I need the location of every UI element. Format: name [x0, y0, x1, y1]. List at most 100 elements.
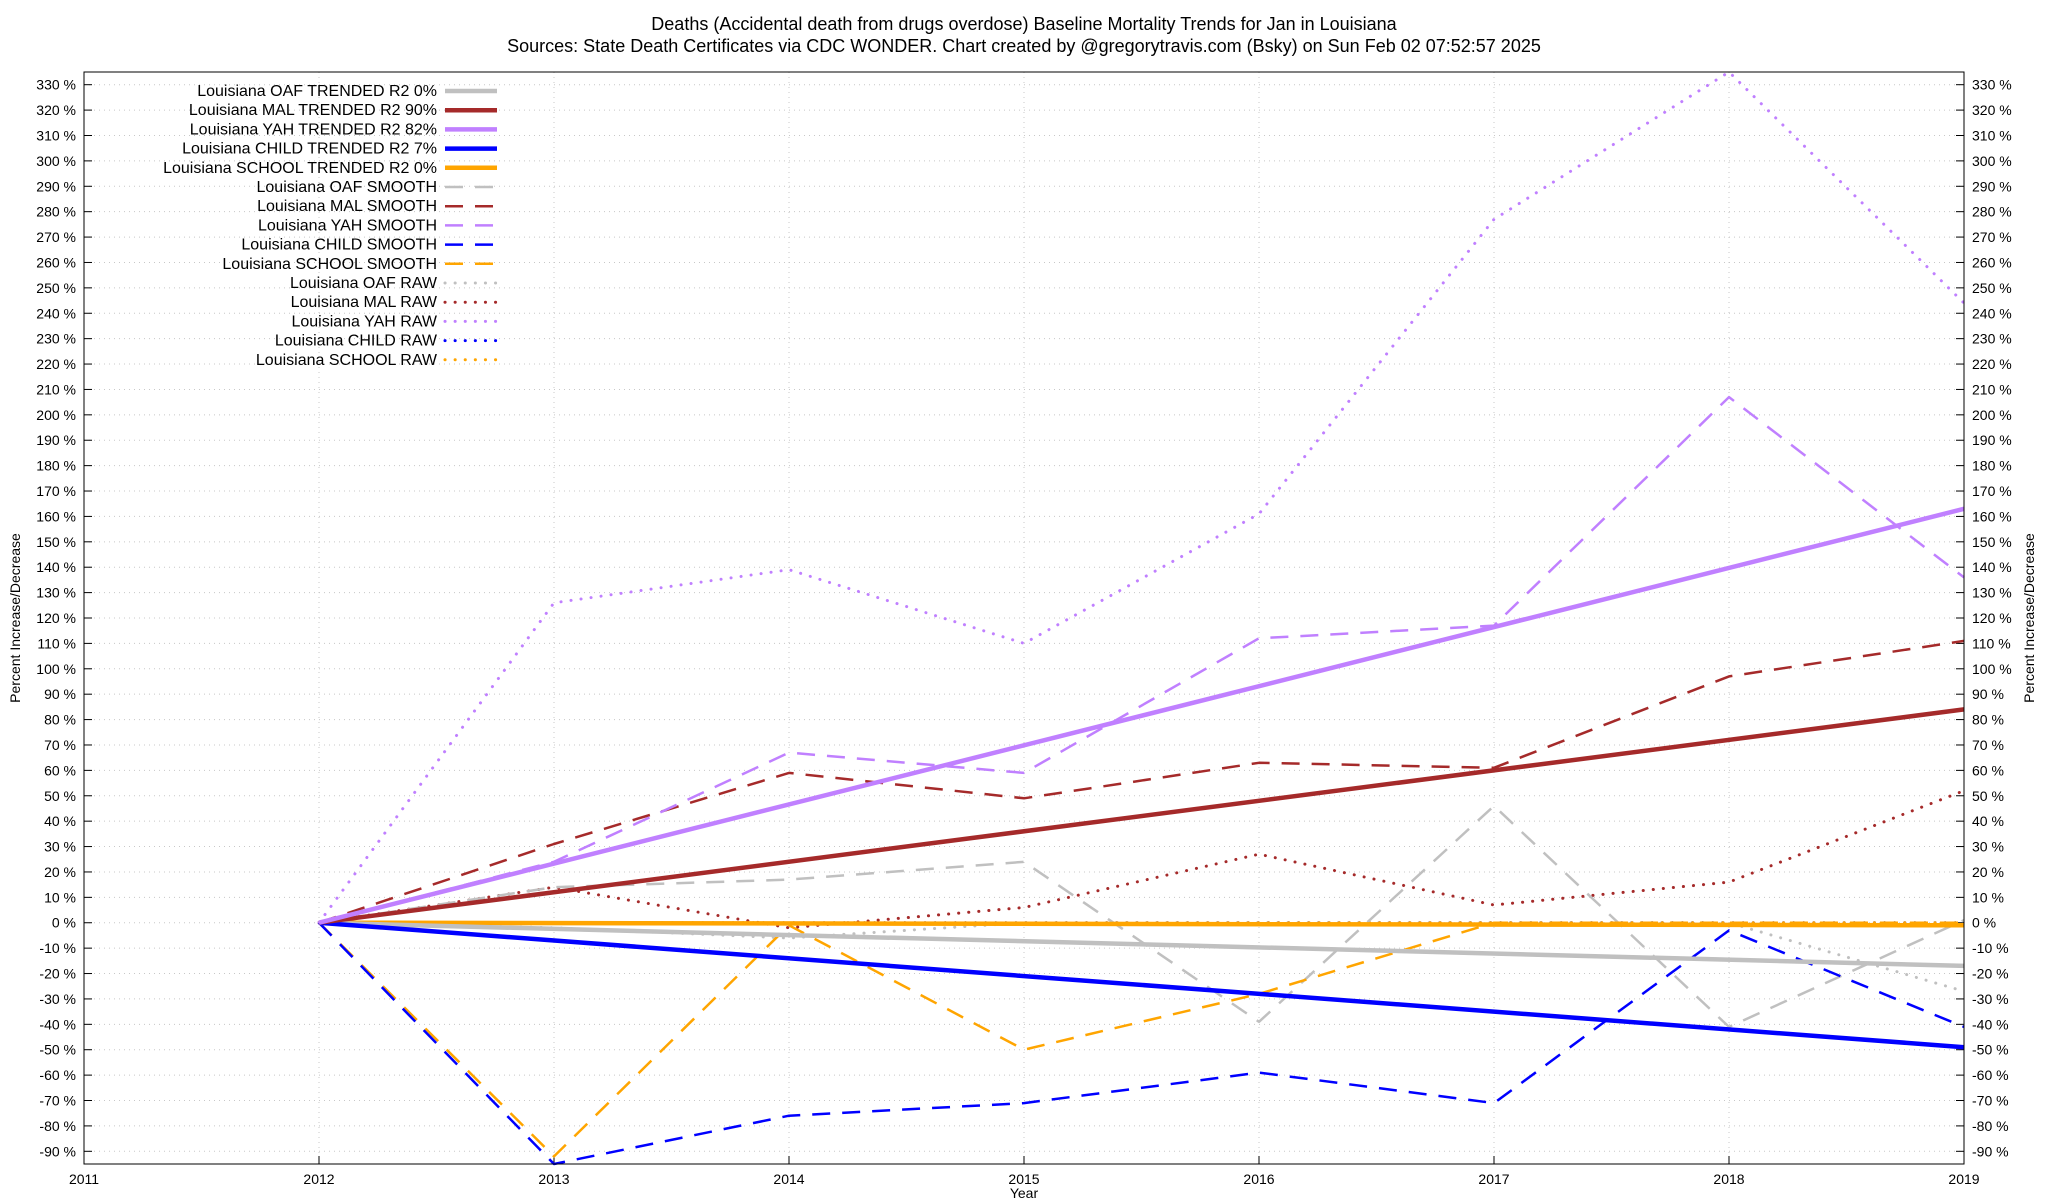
legend-label: Louisiana MAL SMOOTH	[257, 198, 437, 215]
y-tick-label-left: -60 %	[39, 1067, 76, 1083]
x-tick-label: 2012	[303, 1171, 334, 1187]
chart-title-line2: Sources: State Death Certificates via CD…	[507, 36, 1541, 56]
y-tick-label-left: 290 %	[36, 178, 76, 194]
y-tick-label-right: 320 %	[1972, 102, 2012, 118]
y-tick-label-right: 50 %	[1972, 788, 2004, 804]
x-tick-label: 2016	[1243, 1171, 1274, 1187]
y-tick-label-left: 150 %	[36, 534, 76, 550]
y-tick-label-right: 20 %	[1972, 864, 2004, 880]
y-tick-label-right: 160 %	[1972, 508, 2012, 524]
y-tick-label-left: 100 %	[36, 661, 76, 677]
series-line-10	[317, 921, 1966, 993]
series-line-1	[318, 707, 1965, 925]
y-tick-label-right: 150 %	[1972, 534, 2012, 550]
series-line-8	[318, 921, 1965, 1166]
y-tick-label-right: 130 %	[1972, 585, 2012, 601]
y-tick-label-left: -70 %	[39, 1093, 76, 1109]
x-tick-label: 2015	[1008, 1171, 1039, 1187]
y-tick-label-right: 0 %	[1972, 915, 1996, 931]
y-tick-label-left: 160 %	[36, 508, 76, 524]
y-tick-label-left: 30 %	[44, 839, 76, 855]
y-tick-label-right: 280 %	[1972, 204, 2012, 220]
y-tick-label-right: 260 %	[1972, 254, 2012, 270]
y-tick-label-right: -70 %	[1972, 1093, 2009, 1109]
legend-label: Louisiana MAL RAW	[291, 294, 438, 311]
series-line-4	[318, 920, 1965, 928]
series-line-7	[318, 395, 1965, 924]
y-tick-label-right: 270 %	[1972, 229, 2012, 245]
y-axis-label-left: Percent Increase/Decrease	[7, 533, 23, 703]
legend-label: Louisiana CHILD RAW	[275, 333, 438, 350]
legend-label: Louisiana SCHOOL RAW	[256, 352, 438, 369]
legend-label: Louisiana CHILD TRENDED R2 7%	[182, 141, 437, 158]
y-tick-label-right: -40 %	[1972, 1016, 2009, 1032]
y-tick-label-right: 80 %	[1972, 712, 2004, 728]
legend-label: Louisiana OAF RAW	[290, 275, 438, 292]
y-tick-label-left: 140 %	[36, 559, 76, 575]
y-tick-label-left: 210 %	[36, 381, 76, 397]
y-tick-label-right: 100 %	[1972, 661, 2012, 677]
y-tick-label-right: -10 %	[1972, 940, 2009, 956]
y-tick-label-right: 240 %	[1972, 305, 2012, 321]
y-tick-label-left: 190 %	[36, 432, 76, 448]
y-tick-label-right: 170 %	[1972, 483, 2012, 499]
legend-label: Louisiana MAL TRENDED R2 90%	[189, 102, 437, 119]
y-tick-label-right: -60 %	[1972, 1067, 2009, 1083]
legend-label: Louisiana YAH TRENDED R2 82%	[190, 121, 437, 138]
y-tick-label-right: 200 %	[1972, 407, 2012, 423]
legend-label: Louisiana SCHOOL SMOOTH	[222, 256, 437, 273]
legend: Louisiana OAF TRENDED R2 0% Louisiana MAL…	[163, 83, 499, 369]
y-tick-label-right: 60 %	[1972, 762, 2004, 778]
y-tick-label-right: 300 %	[1972, 153, 2012, 169]
plot-frame	[83, 71, 1965, 1165]
y-tick-label-left: 130 %	[36, 585, 76, 601]
y-tick-label-right: -20 %	[1972, 966, 2009, 982]
y-tick-label-right: -90 %	[1972, 1143, 2009, 1159]
y-tick-label-left: -50 %	[39, 1042, 76, 1058]
legend-label: Louisiana OAF SMOOTH	[257, 179, 438, 196]
y-tick-label-left: 220 %	[36, 356, 76, 372]
y-tick-label-right: -30 %	[1972, 991, 2009, 1007]
x-tick-label: 2011	[69, 1171, 99, 1187]
y-tick-label-left: -20 %	[39, 966, 76, 982]
y-tick-label-right: 250 %	[1972, 280, 2012, 296]
series-line-3	[318, 920, 1965, 1050]
y-tick-label-left: 300 %	[36, 153, 76, 169]
x-axis-label: Year	[1010, 1185, 1039, 1200]
series-lines	[317, 70, 1966, 1166]
y-tick-label-right: -50 %	[1972, 1042, 2009, 1058]
y-tick-label-left: 90 %	[44, 686, 76, 702]
y-tick-label-left: 0 %	[52, 915, 76, 931]
x-tick-label: 2017	[1478, 1171, 1509, 1187]
y-tick-label-right: 70 %	[1972, 737, 2004, 753]
x-tick-label: 2014	[773, 1171, 804, 1187]
x-tick-label: 2013	[538, 1171, 569, 1187]
y-tick-label-left: 180 %	[36, 458, 76, 474]
y-tick-label-right: -80 %	[1972, 1118, 2009, 1134]
y-tick-label-right: 90 %	[1972, 686, 2004, 702]
y-tick-label-right: 120 %	[1972, 610, 2012, 626]
y-tick-label-left: 250 %	[36, 280, 76, 296]
y-tick-label-right: 220 %	[1972, 356, 2012, 372]
y-tick-label-right: 290 %	[1972, 178, 2012, 194]
y-tick-label-right: 110 %	[1972, 635, 2011, 651]
y-tick-label-left: 320 %	[36, 102, 76, 118]
y-tick-label-left: 50 %	[44, 788, 76, 804]
y-tick-label-left: 270 %	[36, 229, 76, 245]
x-tick-label: 2018	[1713, 1171, 1744, 1187]
series-line-0	[318, 920, 1965, 969]
legend-label: Louisiana SCHOOL TRENDED R2 0%	[163, 160, 437, 177]
y-tick-label-right: 140 %	[1972, 559, 2012, 575]
y-tick-label-left: -90 %	[39, 1143, 76, 1159]
y-tick-label-left: 200 %	[36, 407, 76, 423]
y-tick-label-left: 170 %	[36, 483, 76, 499]
y-tick-label-right: 190 %	[1972, 432, 2012, 448]
y-tick-label-left: 330 %	[36, 77, 76, 93]
y-tick-label-left: 20 %	[44, 864, 76, 880]
y-tick-label-right: 210 %	[1972, 381, 2012, 397]
y-tick-label-right: 30 %	[1972, 839, 2004, 855]
x-tick-label: 2019	[1948, 1171, 1979, 1187]
y-axis-label-right: Percent Increase/Decrease	[2021, 533, 2037, 703]
y-tick-label-left: 240 %	[36, 305, 76, 321]
